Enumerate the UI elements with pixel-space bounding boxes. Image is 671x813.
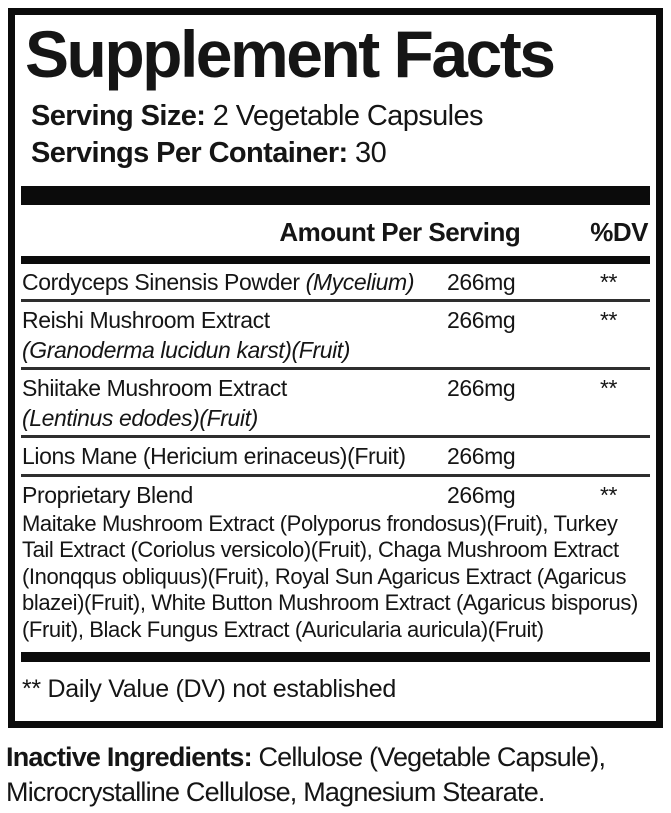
footer-divider-bar — [21, 651, 650, 662]
serving-size-label: Serving Size: — [31, 99, 206, 132]
supplement-facts-panel: Supplement Facts Serving Size: 2 Vegetab… — [8, 8, 663, 728]
ingredient-amount: 266mg — [447, 375, 516, 402]
dv-footnote: ** Daily Value (DV) not established — [22, 674, 396, 703]
top-divider-bar — [21, 185, 650, 205]
ingredient-dv: ** — [599, 375, 618, 402]
servings-per-container-value: 30 — [347, 136, 387, 169]
ingredient-dv: ** — [599, 268, 618, 295]
ingredient-amount: 266mg — [447, 481, 516, 508]
table-row: Proprietary Blend 266mg ** Maitake Mushr… — [21, 477, 650, 652]
dv-header: %DV — [590, 216, 648, 247]
serving-info: Serving Size: 2 Vegetable Capsules Servi… — [31, 98, 650, 172]
ingredient-latin-name: (Granoderma lucidun karst)(Fruit) — [22, 336, 351, 363]
inactive-ingredients: Inactive Ingredients: Cellulose (Vegetab… — [6, 740, 665, 810]
amount-per-serving-header: Amount Per Serving — [279, 216, 521, 247]
table-row: Reishi Mushroom Extract 266mg ** (Granod… — [21, 302, 650, 367]
table-row: Cordyceps Sinensis Powder (Mycelium) 266… — [21, 264, 650, 299]
ingredient-amount: 266mg — [447, 268, 516, 295]
ingredient-name: Shiitake Mushroom Extract — [22, 375, 287, 402]
row-divider — [21, 473, 650, 477]
inactive-ingredients-label: Inactive Ingredients: — [6, 742, 253, 772]
ingredient-dv: ** — [599, 307, 618, 334]
ingredient-latin-name: (Lentinus edodes)(Fruit) — [22, 404, 258, 431]
ingredient-amount: 266mg — [447, 443, 516, 470]
ingredient-name-italic: (Mycelium) — [305, 268, 415, 295]
ingredient-name: Lions Mane (Hericium erinaceus)(Fruit) — [22, 443, 406, 470]
servings-per-container-line: Servings Per Container: 30 — [31, 135, 650, 172]
row-divider — [21, 299, 650, 303]
ingredient-dv: ** — [599, 481, 618, 508]
serving-size-value: 2 Vegetable Capsules — [205, 99, 484, 132]
row-divider — [21, 435, 650, 439]
table-row: Lions Mane (Hericium erinaceus)(Fruit) 2… — [21, 438, 650, 473]
serving-size-line: Serving Size: 2 Vegetable Capsules — [31, 98, 650, 135]
table-row: Shiitake Mushroom Extract 266mg ** (Lent… — [21, 370, 650, 435]
ingredient-name: Proprietary Blend — [22, 481, 193, 508]
table-header: Amount Per Serving %DV — [21, 205, 650, 256]
panel-title: Supplement Facts — [25, 17, 556, 91]
proprietary-blend-description: Maitake Mushroom Extract (Polyporus fron… — [22, 510, 638, 642]
ingredient-amount: 266mg — [447, 307, 516, 334]
servings-per-container-label: Servings Per Container: — [31, 136, 348, 169]
header-divider-bar — [21, 255, 650, 264]
ingredient-name: Reishi Mushroom Extract — [22, 307, 270, 334]
row-divider — [21, 367, 650, 371]
ingredient-name: Cordyceps Sinensis Powder (Mycelium) — [22, 268, 415, 295]
inactive-ingredients-value: Cellulose (Vegetable Capsule), Microcrys… — [6, 742, 606, 808]
